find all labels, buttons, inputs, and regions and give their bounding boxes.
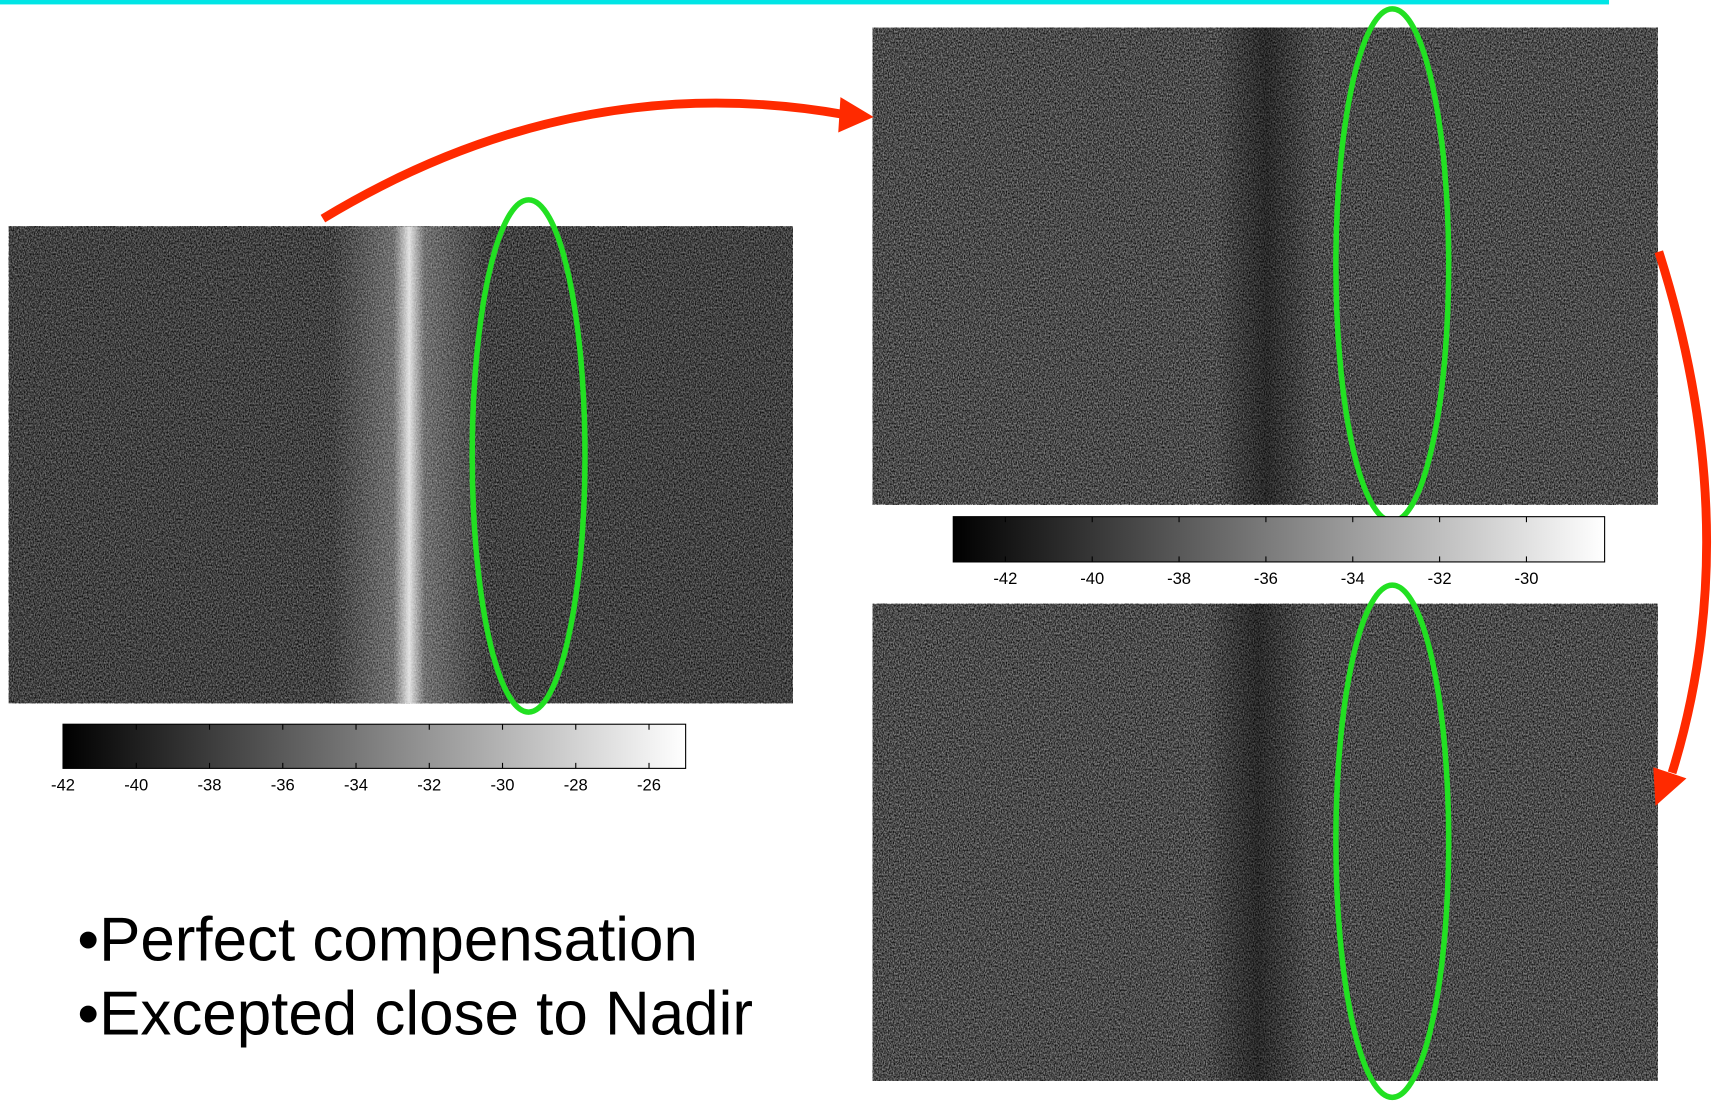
arrow: [1654, 250, 1712, 775]
bullet: •Perfect compensation: [77, 906, 697, 975]
arrow-head: [1653, 767, 1687, 806]
tick-label: -36: [271, 775, 295, 794]
sar-image-left: [8, 226, 793, 704]
tick-label: -30: [1514, 569, 1538, 588]
tick-label: -26: [637, 775, 661, 794]
highlight-ellipse: [1333, 582, 1452, 1101]
tick-label: -42: [993, 569, 1017, 588]
tick-label: -42: [51, 775, 75, 794]
tick-label: -28: [564, 775, 588, 794]
tick-label: -36: [1254, 569, 1278, 588]
sar-image-bottom-right: [872, 603, 1658, 1081]
tick-label: -32: [417, 775, 441, 794]
arrow: [320, 98, 847, 223]
tick-label: -30: [491, 775, 515, 794]
colorbar: [952, 516, 1606, 563]
top-rule: [0, 0, 1610, 5]
tick-label: -40: [124, 775, 148, 794]
sar-image-top-right: [872, 27, 1658, 505]
arrow-head: [838, 97, 874, 133]
tick-label: -34: [344, 775, 368, 794]
tick-label: -38: [1167, 569, 1191, 588]
bullet: •Excepted close to Nadir: [77, 979, 753, 1048]
colorbar: [62, 723, 687, 769]
tick-label: -38: [198, 775, 222, 794]
highlight-ellipse: [469, 197, 588, 715]
tick-label: -34: [1341, 569, 1365, 588]
tick-label: -40: [1080, 569, 1104, 588]
tick-label: -32: [1428, 569, 1452, 588]
